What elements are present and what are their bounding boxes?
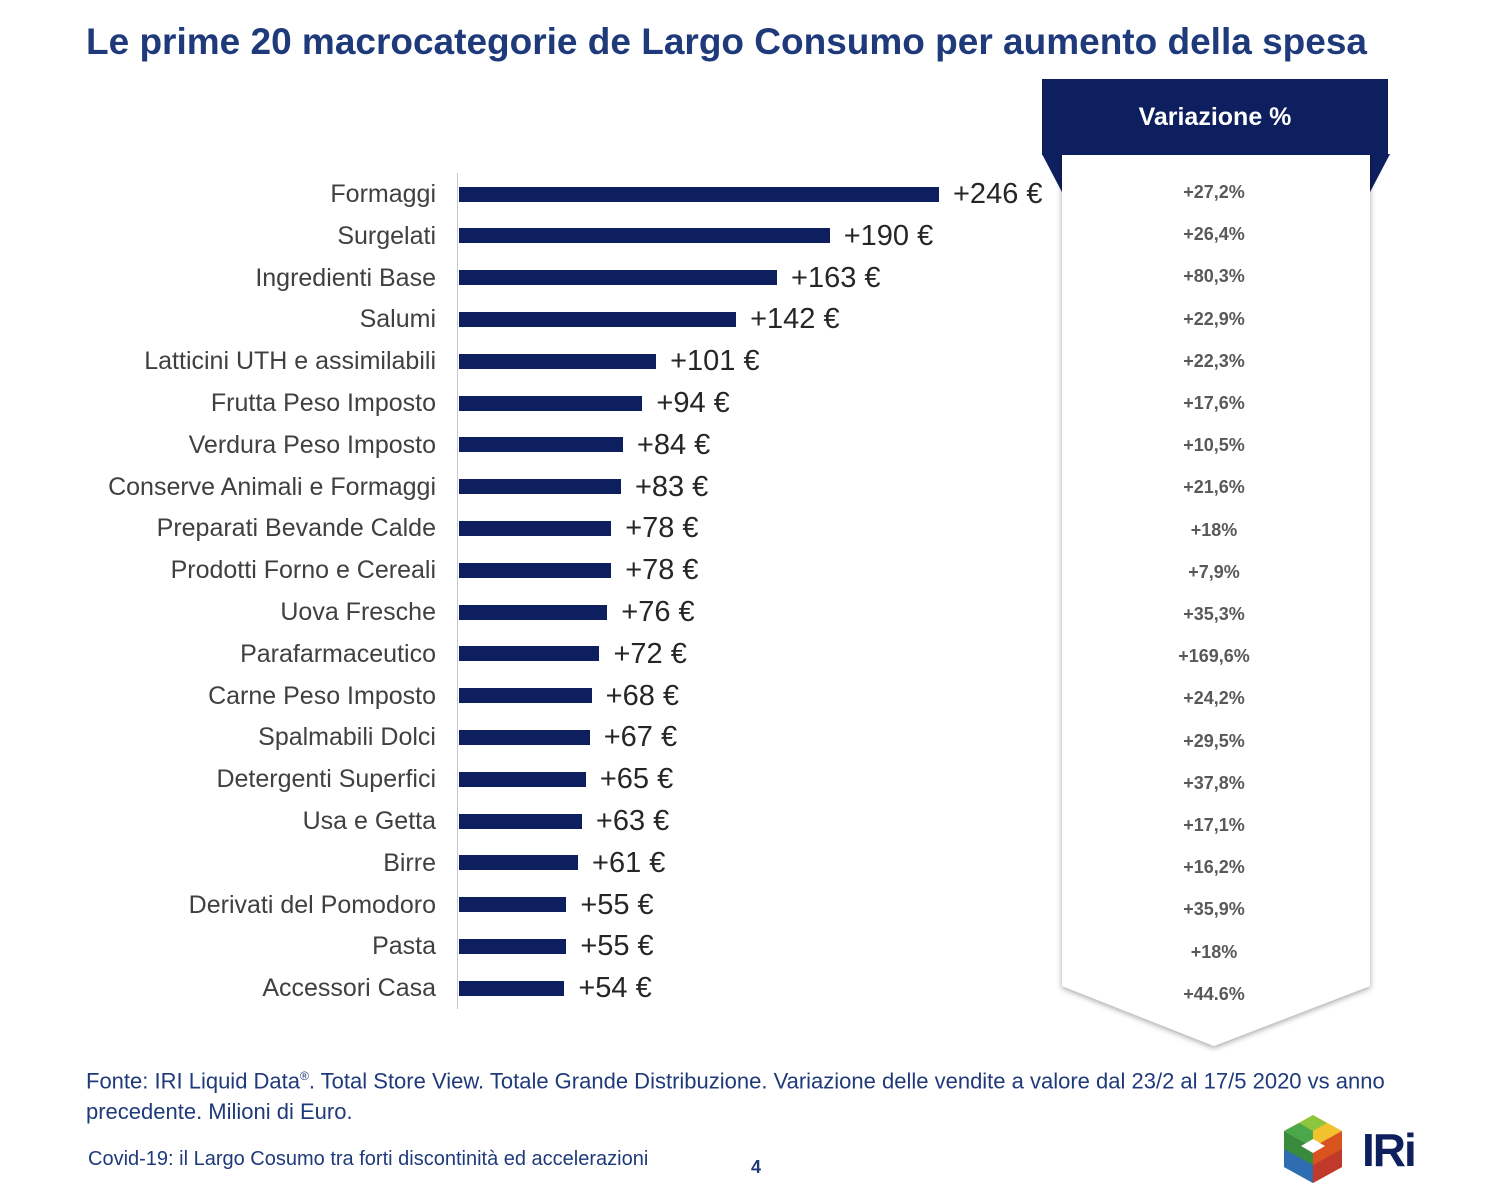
category-label: Pasta bbox=[372, 932, 436, 961]
bar-value-label: +246 € bbox=[953, 178, 1043, 210]
bar-value-label: +72 € bbox=[613, 637, 687, 670]
category-label: Accessori Casa bbox=[262, 974, 436, 1003]
variation-pct-label: +169,6% bbox=[1178, 646, 1250, 667]
bar-value-label: +55 € bbox=[580, 888, 654, 921]
bar bbox=[459, 980, 565, 996]
bar-value-label: +63 € bbox=[595, 805, 670, 837]
footer-text: Covid-19: il Largo Cosumo tra forti disc… bbox=[88, 1148, 649, 1170]
bar-value-label: +65 € bbox=[599, 763, 674, 796]
category-label: Formaggi bbox=[330, 180, 436, 208]
bar bbox=[459, 395, 643, 411]
bar bbox=[459, 520, 612, 536]
category-label: Spalmabili Dolci bbox=[258, 723, 436, 752]
bar-value-label: +78 € bbox=[625, 554, 699, 587]
page-title: Le prime 20 macrocategorie de Largo Cons… bbox=[86, 21, 1367, 62]
iri-logo-icon bbox=[1284, 1115, 1342, 1183]
bar bbox=[459, 604, 608, 620]
logo-text: IRi bbox=[1362, 1124, 1417, 1176]
variation-header: Variazione % bbox=[1042, 79, 1388, 155]
bar bbox=[459, 186, 939, 202]
variation-pct-label: +29,5% bbox=[1183, 730, 1245, 751]
category-label: Prodotti Forno e Cereali bbox=[170, 556, 436, 585]
variation-pct-label: +26,4% bbox=[1183, 224, 1245, 245]
category-label: Parafarmaceutico bbox=[240, 639, 436, 668]
bar bbox=[459, 270, 778, 286]
bar-value-label: +68 € bbox=[605, 679, 680, 712]
category-label: Latticini UTH e assimilabili bbox=[144, 347, 436, 376]
variation-pct-label: +80,3% bbox=[1183, 266, 1245, 287]
category-label: Ingredienti Base bbox=[255, 263, 436, 292]
bar-value-label: +78 € bbox=[625, 512, 699, 545]
source-note: Fonte: IRI Liquid Data®. Total Store Vie… bbox=[86, 1061, 1386, 1127]
bar-value-label: +54 € bbox=[578, 972, 652, 1005]
variation-pct-label: +35,3% bbox=[1183, 604, 1245, 624]
bar-value-label: +101 € bbox=[670, 345, 760, 378]
variation-pct-label: +17,6% bbox=[1183, 393, 1245, 413]
variation-pct-label: +10,5% bbox=[1183, 435, 1245, 456]
bar bbox=[459, 646, 600, 662]
bar-value-label: +67 € bbox=[603, 721, 678, 754]
bar bbox=[459, 729, 590, 745]
bar bbox=[459, 688, 592, 704]
variation-pct-label: +17,1% bbox=[1183, 815, 1245, 835]
source-text: . Total Store View. Totale Grande Distri… bbox=[86, 1068, 1385, 1125]
bar-value-label: +84 € bbox=[636, 428, 711, 461]
bar-value-label: +83 € bbox=[634, 470, 709, 503]
bar bbox=[459, 855, 579, 871]
category-label: Detergenti Superfici bbox=[216, 765, 436, 794]
source-prefix: Fonte: IRI Liquid Data bbox=[86, 1068, 301, 1094]
bar bbox=[459, 813, 582, 829]
bar-value-label: +61 € bbox=[592, 846, 666, 879]
bar bbox=[459, 353, 657, 369]
category-label: Uova Fresche bbox=[280, 598, 436, 626]
variation-pct-label: +24,2% bbox=[1183, 688, 1245, 709]
bar bbox=[459, 311, 737, 327]
category-label: Conserve Animali e Formaggi bbox=[108, 472, 436, 501]
category-label: Carne Peso Imposto bbox=[208, 681, 436, 710]
bar bbox=[459, 897, 567, 913]
variation-pct-label: +18% bbox=[1190, 941, 1238, 962]
bar bbox=[459, 437, 623, 453]
bar-value-label: +190 € bbox=[843, 219, 934, 252]
bar bbox=[459, 771, 586, 787]
variation-pct-label: +22,9% bbox=[1183, 308, 1245, 329]
variation-pct-label: +27,2% bbox=[1183, 182, 1245, 202]
page-number: 4 bbox=[751, 1157, 762, 1177]
bar bbox=[459, 938, 567, 954]
variation-panel-shape bbox=[1042, 154, 1390, 1046]
variation-pct-label: +21,6% bbox=[1183, 477, 1245, 498]
variation-pct-label: +16,2% bbox=[1183, 857, 1245, 878]
variation-pct-label: +18% bbox=[1190, 519, 1238, 540]
bar-value-label: +142 € bbox=[750, 303, 840, 336]
category-label: Birre bbox=[383, 848, 436, 877]
variation-pct-label: +35,9% bbox=[1183, 899, 1245, 920]
category-axis bbox=[457, 173, 458, 1009]
category-label: Verdura Peso Imposto bbox=[188, 430, 436, 459]
category-label: Usa e Getta bbox=[302, 807, 436, 835]
variation-pct-label: +7,9% bbox=[1188, 561, 1240, 582]
variation-pct-label: +22,3% bbox=[1183, 350, 1245, 371]
category-label: Surgelati bbox=[337, 221, 436, 250]
bar-value-label: +94 € bbox=[656, 387, 730, 419]
bar-value-label: +76 € bbox=[621, 596, 695, 628]
category-label: Derivati del Pomodoro bbox=[188, 890, 436, 919]
variation-pct-label: +44.6% bbox=[1183, 983, 1245, 1004]
bar-value-label: +163 € bbox=[791, 261, 881, 294]
bar bbox=[459, 228, 830, 244]
variation-pct-label: +37,8% bbox=[1183, 772, 1245, 793]
registered-mark: ® bbox=[300, 1069, 309, 1083]
bar-value-label: +55 € bbox=[580, 930, 654, 963]
category-label: Preparati Bevande Calde bbox=[156, 514, 436, 543]
category-label: Frutta Peso Imposto bbox=[210, 389, 436, 417]
bar bbox=[459, 479, 621, 495]
category-label: Salumi bbox=[359, 305, 436, 334]
bar bbox=[459, 562, 612, 578]
